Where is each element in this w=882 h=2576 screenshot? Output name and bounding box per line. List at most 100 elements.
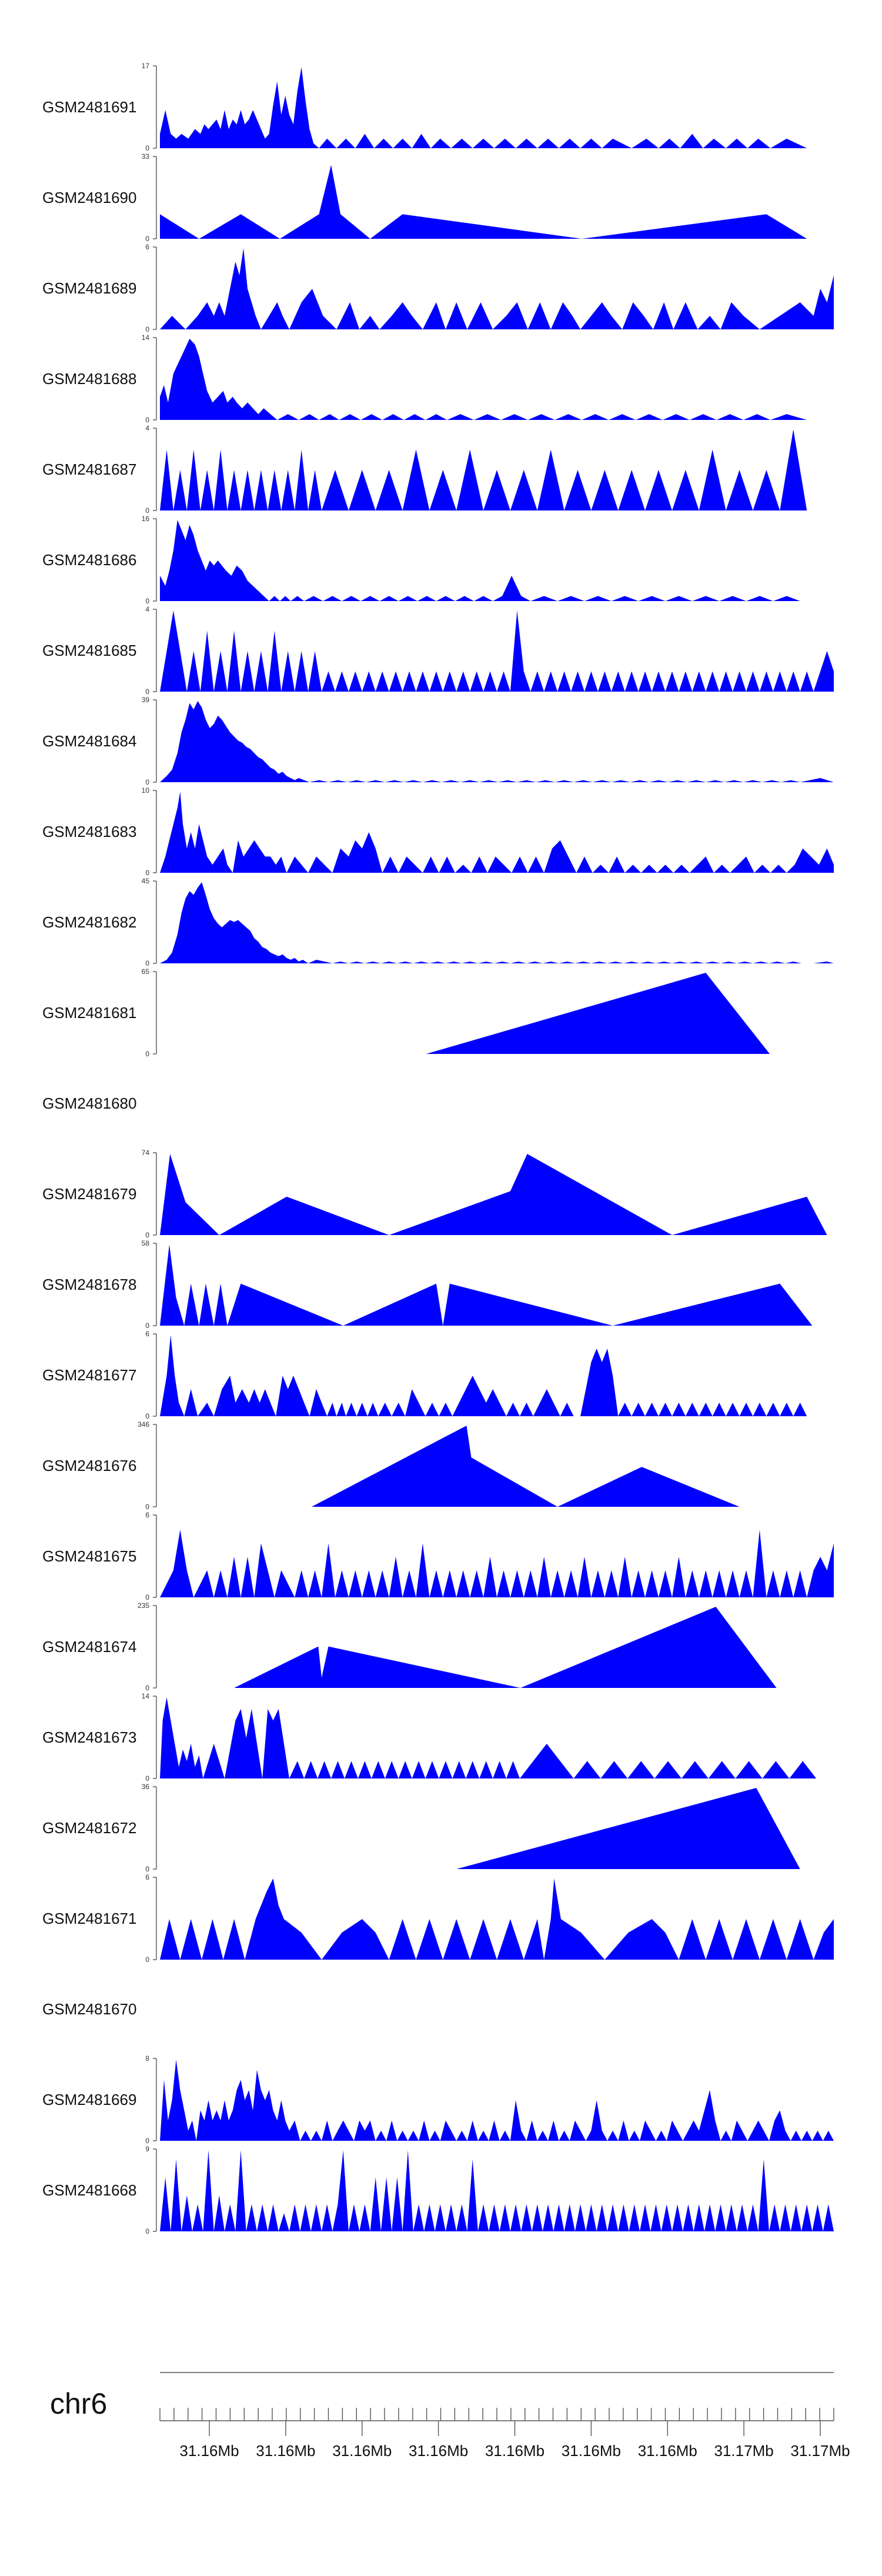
track-ymax-label: 4 <box>145 424 149 432</box>
track-ymax-label: 235 <box>138 1601 149 1610</box>
track-ymin-label: 0 <box>145 1412 149 1420</box>
coverage-area <box>160 1244 813 1326</box>
track-GSM2481676: GSM2481676 346 0 <box>42 1420 740 1511</box>
track-GSM2481671: GSM2481671 6 0 <box>42 1873 834 1964</box>
coverage-area <box>160 339 834 420</box>
coverage-area <box>160 165 834 239</box>
track-ymax-label: 6 <box>145 1330 149 1338</box>
track-ymax-label: 17 <box>142 62 150 70</box>
track-ymax-label: 65 <box>142 967 150 976</box>
track-ymin-label: 0 <box>145 1684 149 1692</box>
track-label: GSM2481678 <box>42 1276 136 1293</box>
track-ymin-label: 0 <box>145 416 149 424</box>
coverage-area <box>160 520 834 601</box>
track-label: GSM2481671 <box>42 1910 136 1927</box>
coverage-area <box>160 2060 834 2141</box>
track-ymin-label: 0 <box>145 1774 149 1783</box>
track-label: GSM2481691 <box>42 98 136 116</box>
track-ymax-label: 6 <box>145 1511 149 1519</box>
track-ymax-label: 10 <box>142 786 150 795</box>
coverage-area <box>234 1607 777 1688</box>
track-ymin-label: 0 <box>145 1050 149 1058</box>
track-GSM2481677: GSM2481677 6 0 <box>42 1330 834 1420</box>
position-tick-label: 31.16Mb <box>256 2442 315 2460</box>
track-ymax-label: 45 <box>142 877 150 885</box>
position-tick-label: 31.17Mb <box>714 2442 774 2460</box>
coverage-area <box>160 1335 834 1416</box>
track-label: GSM2481675 <box>42 1547 136 1565</box>
track-label: GSM2481679 <box>42 1185 136 1203</box>
track-label: GSM2481680 <box>42 1095 136 1112</box>
track-label: GSM2481677 <box>42 1366 136 1384</box>
track-ymax-label: 14 <box>142 1692 150 1700</box>
track-label: GSM2481676 <box>42 1457 136 1474</box>
track-label: GSM2481685 <box>42 642 136 659</box>
position-tick-label: 31.16Mb <box>485 2442 544 2460</box>
coverage-area <box>160 882 834 963</box>
track-ymin-label: 0 <box>145 597 149 605</box>
chromosome-label: chr6 <box>50 2387 107 2420</box>
coverage-area <box>160 610 834 692</box>
track-ymin-label: 0 <box>145 1503 149 1511</box>
track-label: GSM2481689 <box>42 279 136 297</box>
coverage-area <box>160 2150 834 2231</box>
position-tick-label: 31.16Mb <box>409 2442 468 2460</box>
track-ymax-label: 33 <box>142 152 150 161</box>
track-ymin-label: 0 <box>145 1956 149 1964</box>
track-ymin-label: 0 <box>145 869 149 877</box>
coverage-area <box>160 792 834 873</box>
track-GSM2481688: GSM2481688 14 0 <box>42 333 834 424</box>
track-label: GSM2481673 <box>42 1729 136 1746</box>
position-tick-label: 31.17Mb <box>790 2442 850 2460</box>
track-ymin-label: 0 <box>145 688 149 696</box>
track-GSM2481668: GSM2481668 9 0 <box>42 2145 834 2235</box>
track-ymax-label: 58 <box>142 1239 150 1247</box>
track-GSM2481684: GSM2481684 39 0 <box>42 696 834 786</box>
track-label: GSM2481681 <box>42 1004 136 1022</box>
coverage-area <box>160 701 834 782</box>
track-label: GSM2481672 <box>42 1819 136 1837</box>
track-ymax-label: 16 <box>142 515 150 523</box>
track-GSM2481670: GSM2481670 <box>42 2000 136 2018</box>
coverage-area <box>426 973 770 1054</box>
track-GSM2481672: GSM2481672 36 0 <box>42 1783 800 1873</box>
track-ymin-label: 0 <box>145 778 149 786</box>
track-GSM2481691: GSM2481691 17 0 <box>42 62 834 152</box>
track-ymax-label: 74 <box>142 1149 150 1157</box>
track-GSM2481683: GSM2481683 10 0 <box>42 786 834 877</box>
track-label: GSM2481686 <box>42 551 136 569</box>
track-GSM2481681: GSM2481681 65 0 <box>42 967 770 1058</box>
track-ymin-label: 0 <box>145 1322 149 1330</box>
track-ymax-label: 4 <box>145 605 149 613</box>
position-tick-label: 31.16Mb <box>332 2442 392 2460</box>
track-ymax-label: 14 <box>142 333 150 342</box>
track-label: GSM2481669 <box>42 2091 136 2108</box>
track-ymin-label: 0 <box>145 2137 149 2145</box>
track-GSM2481689: GSM2481689 6 0 <box>42 243 834 333</box>
track-GSM2481673: GSM2481673 14 0 <box>42 1692 827 1783</box>
track-ymax-label: 346 <box>138 1420 149 1429</box>
position-tick-label: 31.16Mb <box>638 2442 697 2460</box>
track-ymin-label: 0 <box>145 1593 149 1601</box>
track-GSM2481687: GSM2481687 4 0 <box>42 424 834 515</box>
track-GSM2481675: GSM2481675 6 0 <box>42 1511 834 1601</box>
track-GSM2481678: GSM2481678 58 0 <box>42 1239 813 1330</box>
coverage-area <box>160 67 834 148</box>
track-GSM2481686: GSM2481686 16 0 <box>42 515 834 605</box>
position-tick-label: 31.16Mb <box>179 2442 239 2460</box>
track-label: GSM2481690 <box>42 189 136 206</box>
coverage-area <box>160 248 834 329</box>
track-GSM2481674: GSM2481674 235 0 <box>42 1601 777 1692</box>
track-ymin-label: 0 <box>145 144 149 152</box>
position-tick-label: 31.16Mb <box>562 2442 621 2460</box>
track-ymax-label: 6 <box>145 1873 149 1881</box>
track-ymin-label: 0 <box>145 2227 149 2235</box>
track-label: GSM2481684 <box>42 732 136 750</box>
tracks-layer: GSM2481691170GSM2481690330GSM248168960GS… <box>42 62 834 2235</box>
track-GSM2481680: GSM2481680 <box>42 1095 136 1112</box>
track-ymin-label: 0 <box>145 1231 149 1239</box>
track-ymax-label: 36 <box>142 1783 150 1791</box>
track-label: GSM2481668 <box>42 2181 136 2199</box>
coverage-area <box>160 1878 834 1960</box>
track-ymin-label: 0 <box>145 959 149 967</box>
